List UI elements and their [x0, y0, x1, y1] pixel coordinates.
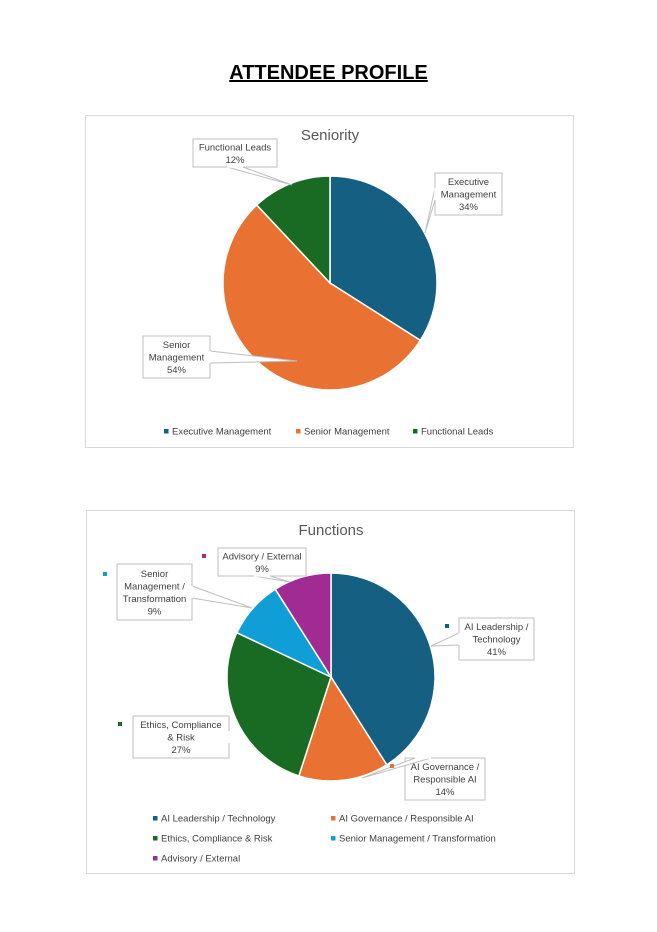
data-label-text: 41%	[487, 647, 507, 658]
label-key-marker	[445, 624, 449, 628]
seniority-chart-title: Seniority	[301, 127, 360, 144]
legend-label: Advisory / External	[161, 854, 240, 865]
data-label-text: AI Governance /	[411, 762, 480, 773]
data-label-text: 14%	[435, 787, 455, 798]
data-label-text: Functional Leads	[199, 142, 272, 153]
data-label-text: Management /	[124, 581, 185, 592]
data-label-text: Management	[149, 353, 205, 364]
page-title: ATTENDEE PROFILE	[229, 62, 428, 84]
data-label-text: 9%	[148, 606, 162, 617]
data-label-text: Technology	[472, 635, 520, 646]
data-label-advisory-external: Advisory / External 9%	[202, 547, 307, 583]
legend-swatch	[153, 856, 158, 861]
data-label-text: Senior	[163, 340, 190, 351]
label-key-marker	[390, 764, 394, 768]
functions-chart-title: Functions	[298, 522, 363, 539]
legend-item-functional-leads: Functional Leads	[413, 427, 494, 438]
legend-item-executive-management: Executive Management	[164, 427, 272, 438]
pie-slice-ai-governance-responsible-ai	[297, 675, 388, 782]
legend-label: AI Governance / Responsible AI	[339, 814, 474, 825]
functions-chart: Functions AI Leadership / Technology 41% AI …	[86, 510, 575, 874]
legend-label: Senior Management / Transformation	[339, 834, 496, 845]
legend-item-ai-governance-responsible-ai: AI Governance / Responsible AI	[331, 814, 474, 825]
data-label-text: Ethics, Compliance	[140, 720, 221, 731]
legend-label: Functional Leads	[421, 427, 494, 438]
legend-label: AI Leadership / Technology	[161, 814, 276, 825]
label-key-marker	[103, 572, 107, 576]
data-label-text: Transformation	[123, 594, 187, 605]
seniority-chart-svg: SeniorityExecutiveManagement34%SeniorMan…	[142, 127, 503, 438]
data-label-text: & Risk	[167, 733, 195, 744]
legend-swatch	[153, 836, 158, 841]
data-label-text: 9%	[255, 564, 269, 575]
label-key-marker	[202, 554, 206, 558]
data-label-text: Advisory / External	[222, 551, 301, 562]
data-label-text: 12%	[225, 155, 245, 166]
data-label-text: AI Leadership /	[465, 622, 529, 633]
legend-item-ai-leadership-technology: AI Leadership / Technology	[153, 814, 276, 825]
legend-swatch	[331, 816, 336, 821]
data-label-text: 27%	[171, 745, 191, 756]
legend-swatch	[331, 836, 336, 841]
pie-slice-advisory-external	[274, 572, 332, 680]
legend-item-ethics-compliance-risk: Ethics, Compliance & Risk	[153, 834, 273, 845]
pie-slice-functional-leads	[255, 175, 331, 285]
legend-label: Ethics, Compliance & Risk	[161, 834, 273, 845]
data-label-text: Senior	[141, 569, 168, 580]
legend-swatch	[153, 816, 158, 821]
data-label-text: Executive	[448, 177, 489, 188]
legend-swatch	[296, 429, 301, 434]
functions-slices	[226, 572, 436, 782]
legend-swatch	[164, 429, 169, 434]
data-label-functional-leads: Functional Leads 12%	[192, 138, 293, 186]
legend-item-advisory-external: Advisory / External	[153, 854, 240, 865]
legend-item-senior-management: Senior Management	[296, 427, 390, 438]
legend-item-senior-management-transformation: Senior Management / Transformation	[331, 834, 496, 845]
legend-label: Senior Management	[304, 427, 390, 438]
seniority-chart: Seniority Executive Management 34% Senior Man…	[85, 115, 574, 448]
data-label-text: 54%	[167, 365, 187, 376]
data-label-text: 34%	[459, 202, 479, 213]
legend-swatch	[413, 429, 418, 434]
pie-slice-ethics-compliance-risk	[226, 631, 332, 777]
data-label-text: Responsible AI	[413, 775, 476, 786]
seniority-slices	[222, 175, 438, 391]
pie-slice-senior-management	[222, 203, 422, 391]
label-key-marker	[118, 722, 122, 726]
legend-label: Executive Management	[172, 427, 272, 438]
data-label-text: Management	[441, 190, 497, 201]
